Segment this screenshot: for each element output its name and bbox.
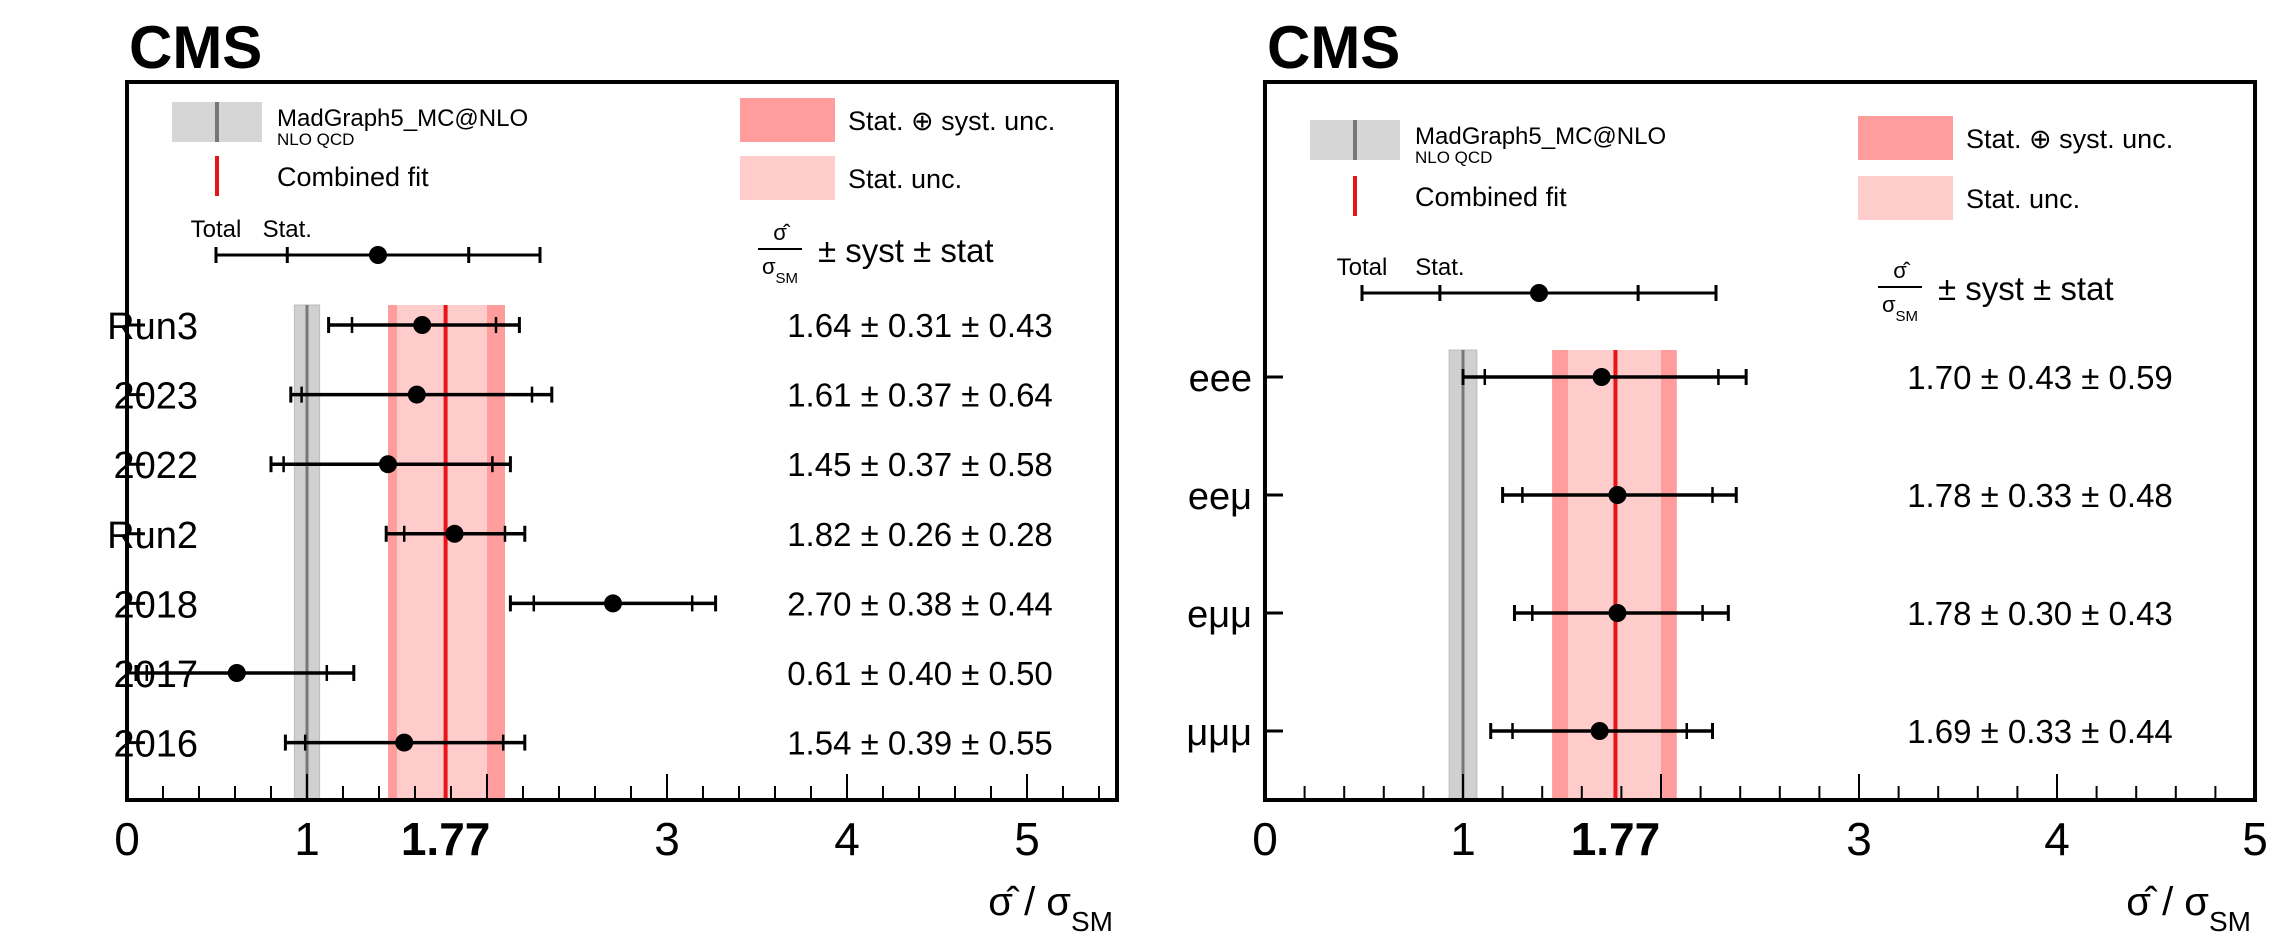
plot-frame (1263, 80, 2257, 802)
row-label: Run3 (107, 306, 198, 348)
legend-stat-swatch (740, 156, 835, 200)
row-value-text: 1.78 ± 0.30 ± 0.43 (1907, 595, 2173, 632)
central-value-point (379, 455, 397, 474)
x-tick-label: 1 (1450, 813, 1476, 865)
row-value-text: 1.82 ± 0.26 ± 0.28 (787, 516, 1053, 553)
central-value-point (395, 733, 414, 752)
measurement-row: eee 1.70 ± 0.43 ± 0.59 (1189, 358, 2173, 400)
legend-mc-label: MadGraph5_MC@NLO (1415, 123, 1666, 150)
x-axis-label: σ̂ / σSM (2126, 880, 2251, 937)
legend-total-label: Stat. ⊕ syst. unc. (848, 106, 1055, 136)
row-value-text: 1.45 ± 0.37 ± 0.58 (787, 446, 1053, 483)
example-point (369, 246, 387, 264)
legend-example-bar: Total Stat. (1337, 254, 1718, 302)
value-column-header: σ̂ σSM ± syst ± stat (758, 220, 994, 287)
legend-total-swatch (1858, 116, 1953, 160)
x-tick-label: 4 (834, 813, 860, 865)
header-numerator: σ̂ (1893, 258, 1911, 283)
central-value-point (1608, 486, 1627, 504)
central-value-point (1592, 368, 1611, 386)
x-axis-label: σ̂ / σSM (988, 880, 1113, 937)
x-tick-label: 0 (1252, 813, 1278, 865)
row-label: Run2 (107, 515, 198, 557)
row-label: eee (1189, 358, 1252, 400)
measurement-row: 2022 1.45 ± 0.37 ± 0.58 (113, 445, 1052, 487)
legend-stat-swatch (1858, 176, 1953, 220)
header-numerator: σ̂ (773, 220, 791, 245)
value-column-header: σ̂ σSM ± syst ± stat (1878, 258, 2114, 325)
legend-stat-label: Stat. unc. (848, 164, 962, 194)
x-tick-label: 5 (2242, 813, 2268, 865)
header-text: ± syst ± stat (818, 232, 994, 269)
central-value-point (227, 664, 246, 682)
row-value-text: 1.69 ± 0.33 ± 0.44 (1907, 713, 2173, 750)
row-value-text: 1.64 ± 0.31 ± 0.43 (787, 307, 1053, 344)
combined-stat-band (397, 305, 487, 800)
x-tick-label: 0 (114, 813, 140, 865)
example-stat-label: Stat. (1415, 254, 1464, 281)
central-value-point (1590, 722, 1609, 740)
measurement-row: 2018 2.70 ± 0.38 ± 0.44 (113, 584, 1052, 626)
row-value-text: 1.70 ± 0.43 ± 0.59 (1907, 359, 2173, 396)
header-denominator: σSM (762, 254, 798, 287)
header-denominator: σSM (1882, 292, 1918, 325)
row-value-text: 1.54 ± 0.39 ± 0.55 (787, 725, 1053, 762)
measurement-row: 2017 0.61 ± 0.40 ± 0.50 (113, 654, 1052, 696)
row-value-text: 0.61 ± 0.40 ± 0.50 (787, 655, 1053, 692)
row-value-text: 1.78 ± 0.33 ± 0.48 (1907, 477, 2173, 514)
example-point (1530, 284, 1548, 302)
row-label: eeμ (1188, 476, 1252, 518)
x-tick-label: 3 (654, 813, 680, 865)
central-value-point (604, 594, 622, 613)
example-stat-label: Stat. (263, 216, 312, 243)
measurement-row: 2023 1.61 ± 0.37 ± 0.64 (113, 376, 1052, 418)
legend-mc-sublabel: NLO QCD (1415, 148, 1492, 167)
x-tick-label: 4 (2044, 813, 2070, 865)
row-value-text: 1.61 ± 0.37 ± 0.64 (787, 377, 1053, 414)
example-total-label: Total (191, 216, 242, 243)
chart-title: CMS (1267, 14, 1400, 81)
header-text: ± syst ± stat (1938, 270, 2114, 307)
x-tick-label: 3 (1846, 813, 1872, 865)
x-tick-label: 1.77 (1571, 813, 1661, 865)
central-value-point (407, 385, 426, 404)
central-value-point (413, 316, 432, 334)
x-tick-label: 1.77 (401, 813, 491, 865)
row-value-text: 2.70 ± 0.38 ± 0.44 (787, 585, 1053, 622)
legend-total-label: Stat. ⊕ syst. unc. (1966, 124, 2173, 154)
legend-mc-label: MadGraph5_MC@NLO (277, 105, 528, 132)
measurement-row: Run2 1.82 ± 0.26 ± 0.28 (107, 515, 1053, 557)
legend-stat-label: Stat. unc. (1966, 184, 2080, 214)
measurement-row: 2016 1.54 ± 0.39 ± 0.55 (113, 724, 1052, 766)
legend-mc-sublabel: NLO QCD (277, 130, 354, 149)
example-total-label: Total (1337, 254, 1388, 281)
central-value-point (445, 524, 464, 543)
measurement-row: Run3 1.64 ± 0.31 ± 0.43 (107, 306, 1053, 348)
chart-panel-1: CMS Run3 1.64 ± 0.31 ± 0.43 2023 1.61 ± 0.37… (107, 14, 1119, 937)
measurement-row: μμμ 1.69 ± 0.33 ± 0.44 (1186, 712, 2172, 754)
legend-fit-label: Combined fit (277, 162, 429, 192)
plot-frame (125, 80, 1119, 802)
measurement-row: eμμ 1.78 ± 0.30 ± 0.43 (1187, 594, 2173, 636)
central-value-point (1608, 604, 1627, 622)
x-tick-label: 5 (1014, 813, 1040, 865)
row-label: eμμ (1187, 594, 1252, 636)
measurement-row: eeμ 1.78 ± 0.33 ± 0.48 (1188, 476, 2173, 518)
chart-panel-2: CMS eee 1.70 ± 0.43 ± 0.59 eeμ 1.78 ± 0.33 ±… (1186, 14, 2267, 937)
chart-title: CMS (129, 14, 262, 81)
legend-fit-label: Combined fit (1415, 182, 1567, 212)
legend-example-bar: Total Stat. (191, 216, 542, 264)
row-label: μμμ (1186, 712, 1252, 754)
legend-total-swatch (740, 98, 835, 142)
x-tick-label: 1 (294, 813, 320, 865)
